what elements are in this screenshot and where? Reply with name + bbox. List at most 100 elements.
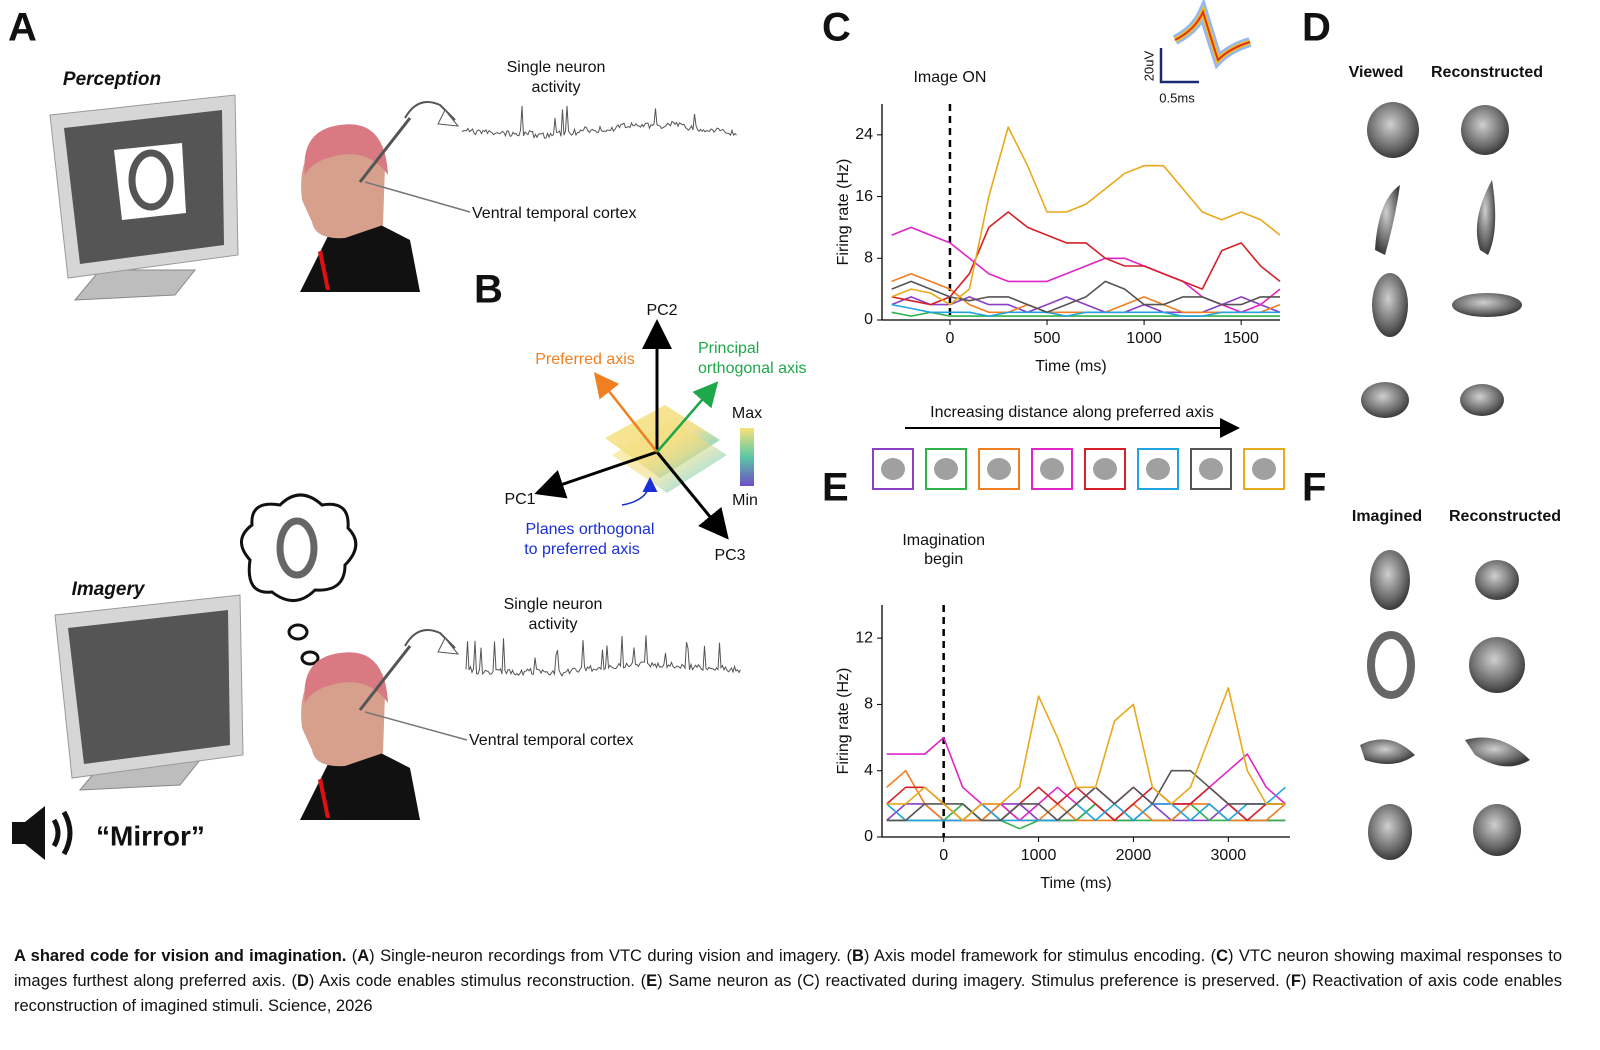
thought-bubble bbox=[240, 493, 358, 666]
series-line bbox=[891, 211, 1281, 306]
column-header: Reconstructed bbox=[1431, 64, 1543, 81]
y-tick-label: 0 bbox=[864, 311, 873, 328]
x-tick-label: 0 bbox=[945, 330, 954, 347]
x-tick-label: 0 bbox=[939, 847, 948, 864]
stimulus-image bbox=[1252, 458, 1276, 480]
column-header: Viewed bbox=[1349, 64, 1404, 81]
event-label: begin bbox=[924, 551, 963, 568]
series-line bbox=[886, 786, 1286, 822]
series-line bbox=[891, 280, 1280, 314]
stimulus-image bbox=[934, 458, 958, 480]
trace-title: Single neuron bbox=[507, 59, 606, 76]
y-tick-label: 12 bbox=[855, 629, 873, 646]
column-header: Imagined bbox=[1352, 508, 1422, 525]
neural-traces bbox=[461, 105, 741, 677]
panel-label: C bbox=[822, 6, 851, 50]
y-tick-label: 8 bbox=[864, 696, 873, 713]
head bbox=[300, 124, 420, 292]
panel-label: D bbox=[1302, 6, 1331, 50]
event-label: Image ON bbox=[913, 69, 986, 86]
series-line bbox=[891, 311, 1280, 317]
stimulus-axis-label: Increasing distance along preferred axis bbox=[930, 404, 1214, 421]
caption-text: VTC neuron showing maximal responses to … bbox=[14, 947, 1563, 990]
axis-label: PC2 bbox=[646, 302, 677, 319]
y-axis-title: Firing rate (Hz) bbox=[835, 668, 852, 775]
panel-label: E bbox=[822, 466, 849, 510]
x-tick-label: 500 bbox=[1034, 330, 1061, 347]
panel-label: F bbox=[1302, 466, 1326, 510]
y-tick-label: 16 bbox=[855, 188, 873, 205]
x-tick-label: 1000 bbox=[1021, 847, 1057, 864]
colorbar-min: Min bbox=[732, 492, 758, 509]
figure: A B C D E F Perception Single neuron act… bbox=[8, 0, 1561, 892]
stimulus-image bbox=[1199, 458, 1223, 480]
y-tick-label: 24 bbox=[855, 126, 873, 143]
caption-label: A bbox=[352, 947, 375, 965]
planes-label: to preferred axis bbox=[524, 541, 640, 558]
orthogonal-axis-label: orthogonal axis bbox=[698, 360, 807, 377]
column-header: Reconstructed bbox=[1449, 508, 1561, 525]
image-grid bbox=[1360, 102, 1530, 860]
orthogonal-axis-label: Principal bbox=[698, 340, 759, 357]
y-tick-label: 0 bbox=[864, 828, 873, 845]
x-axis-title: Time (ms) bbox=[1040, 875, 1111, 892]
caption-label: D bbox=[292, 972, 315, 990]
scale-duration: 0.5ms bbox=[1159, 90, 1195, 105]
imagery-title: Imagery bbox=[72, 579, 146, 600]
caption-label: E bbox=[641, 972, 663, 990]
series-line bbox=[891, 296, 1281, 314]
caption-text: Same neuron as (C) reactivated during im… bbox=[668, 972, 1280, 990]
panel-label: A bbox=[8, 6, 37, 50]
x-tick-label: 1000 bbox=[1126, 330, 1162, 347]
planes-label: Planes orthogonal bbox=[526, 521, 655, 538]
neural-trace bbox=[461, 105, 737, 140]
series-line bbox=[891, 303, 1280, 317]
stimulus-image bbox=[881, 458, 905, 480]
x-tick-label: 3000 bbox=[1211, 847, 1247, 864]
stimulus-row bbox=[872, 448, 1285, 490]
series-line bbox=[886, 687, 1286, 822]
stimulus-image bbox=[1146, 458, 1170, 480]
caption-label: C bbox=[1211, 947, 1234, 965]
trace-title: Single neuron bbox=[504, 596, 603, 613]
neural-trace bbox=[465, 635, 741, 677]
preferred-axis-label: Preferred axis bbox=[535, 351, 635, 368]
caption-text: Reactivation of axis code enables recons… bbox=[14, 972, 1562, 1015]
spoken-word: “Mirror” bbox=[96, 820, 205, 851]
series-line bbox=[891, 272, 1281, 314]
caption-text: Single-neuron recordings from VTC during… bbox=[380, 947, 842, 965]
region-label: Ventral temporal cortex bbox=[469, 732, 634, 749]
x-tick-label: 1500 bbox=[1223, 330, 1259, 347]
caption-label: F bbox=[1285, 972, 1306, 990]
trace-title: activity bbox=[532, 79, 581, 96]
caption-items: A Single-neuron recordings from VTC duri… bbox=[14, 947, 1562, 1015]
scale-amplitude: 20uV bbox=[1141, 50, 1156, 81]
speaker-icon bbox=[12, 806, 73, 860]
pointer-line bbox=[364, 711, 468, 741]
stimulus-image bbox=[1040, 458, 1064, 480]
x-axis-title: Time (ms) bbox=[1035, 358, 1106, 375]
caption: A shared code for vision and imagination… bbox=[14, 944, 1562, 1019]
panel-label: B bbox=[474, 268, 503, 312]
event-label: Imagination bbox=[902, 532, 985, 549]
y-tick-label: 4 bbox=[864, 762, 873, 779]
stimulus-image bbox=[987, 458, 1011, 480]
pointer-line bbox=[364, 181, 471, 213]
stimulus-image bbox=[1093, 458, 1117, 480]
electrode bbox=[358, 629, 460, 711]
x-tick-label: 2000 bbox=[1116, 847, 1152, 864]
head bbox=[300, 652, 420, 820]
monitor bbox=[49, 94, 239, 301]
monitor bbox=[54, 594, 244, 791]
trace-title: activity bbox=[529, 616, 578, 633]
y-axis-title: Firing rate (Hz) bbox=[835, 159, 852, 266]
perception-title: Perception bbox=[63, 69, 161, 90]
colorbar-max: Max bbox=[732, 405, 762, 422]
series-line bbox=[886, 803, 1286, 830]
axis-label: PC3 bbox=[714, 547, 745, 564]
axis-label: PC1 bbox=[504, 491, 535, 508]
waveform-inset bbox=[1159, 0, 1252, 84]
caption-text: Axis code enables stimulus reconstructio… bbox=[319, 972, 636, 990]
electrode bbox=[358, 101, 460, 183]
